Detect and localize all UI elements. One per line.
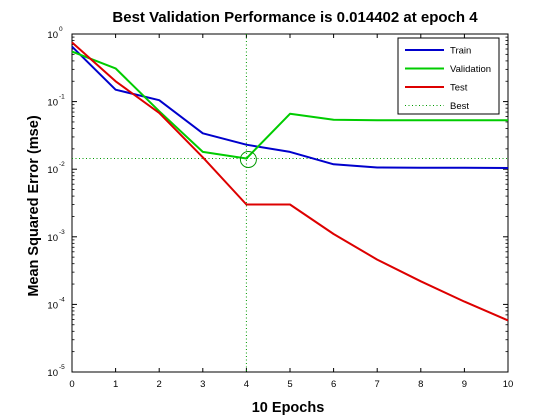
y-tick-label-base-2: 10 — [47, 165, 58, 176]
y-tick-label-base-0: 10 — [47, 30, 58, 41]
legend-label-train: Train — [450, 46, 471, 57]
y-tick-label-exp-1: -1 — [59, 94, 65, 101]
series-line-validation — [71, 50, 508, 160]
x-tick-label-3: 3 — [200, 379, 205, 390]
series-lines — [71, 41, 509, 322]
x-tick-label-0: 0 — [69, 379, 74, 390]
x-tick-label-8: 8 — [418, 379, 423, 390]
x-tick-label-4: 4 — [244, 379, 249, 390]
x-tick-label-5: 5 — [287, 379, 292, 390]
best-marker-circle — [239, 150, 257, 168]
y-tick-label-exp-3: -3 — [59, 229, 65, 236]
legend-label-validation: Validation — [450, 64, 491, 75]
series-line-test — [71, 41, 509, 322]
x-tick-label-2: 2 — [157, 379, 162, 390]
legend-label-best: Best — [450, 101, 469, 112]
y-tick-label-base-1: 10 — [47, 98, 58, 109]
x-axis-ticks: 0 1 2 3 4 5 6 7 8 9 10 — [69, 34, 513, 390]
y-tick-label-exp-2: -2 — [59, 161, 65, 168]
legend: Train Validation Test Best — [397, 37, 500, 115]
y-tick-label-base-5: 10 — [47, 368, 58, 379]
y-axis-label: Mean Squared Error (mse) — [26, 115, 42, 296]
y-tick-label-base-4: 10 — [47, 300, 58, 311]
best-marker — [239, 150, 257, 168]
x-tick-label-9: 9 — [462, 379, 467, 390]
y-tick-label-exp-4: -4 — [59, 296, 65, 303]
x-axis-label: 10 Epochs — [252, 400, 325, 416]
best-marker-lines — [72, 34, 508, 372]
y-tick-label-base-3: 10 — [47, 233, 58, 244]
x-tick-label-1: 1 — [113, 379, 118, 390]
chart-title: Best Validation Performance is 0.014402 … — [112, 9, 478, 26]
x-tick-label-10: 10 — [503, 379, 514, 390]
y-tick-label-exp-5: -5 — [59, 364, 65, 371]
x-tick-label-6: 6 — [331, 379, 336, 390]
y-tick-label-exp-0: 0 — [59, 26, 63, 33]
x-tick-label-7: 7 — [375, 379, 380, 390]
legend-label-test: Test — [450, 83, 468, 94]
